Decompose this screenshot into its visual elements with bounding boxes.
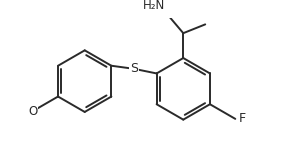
Text: H₂N: H₂N bbox=[143, 0, 165, 12]
Text: O: O bbox=[28, 105, 37, 118]
Text: F: F bbox=[238, 112, 246, 125]
Text: S: S bbox=[130, 62, 138, 75]
